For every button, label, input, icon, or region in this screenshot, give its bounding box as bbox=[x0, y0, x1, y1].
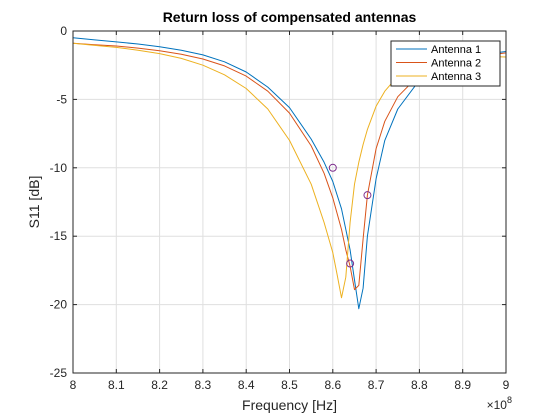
x-axis-label: Frequency [Hz] bbox=[242, 397, 337, 413]
x-tick-label: 8.4 bbox=[238, 378, 255, 392]
y-tick-label: 0 bbox=[60, 24, 67, 38]
y-tick-label: -10 bbox=[50, 161, 68, 175]
x-tick-label: 8.7 bbox=[368, 378, 385, 392]
series-line-antenna-2 bbox=[72, 42, 507, 291]
series-line-antenna-1 bbox=[72, 37, 507, 310]
y-tick-label: -5 bbox=[56, 92, 67, 106]
data-marker bbox=[346, 259, 355, 268]
data-marker bbox=[328, 163, 337, 172]
x-tick-label: 8.1 bbox=[108, 378, 125, 392]
chart-title: Return loss of compensated antennas bbox=[163, 9, 417, 25]
x-axis-exponent-power: 8 bbox=[507, 395, 512, 405]
x-tick-label: 9 bbox=[503, 378, 510, 392]
x-axis-exponent: ×108 bbox=[487, 395, 512, 412]
y-tick-label: -20 bbox=[50, 298, 68, 312]
x-tick-label: 8.6 bbox=[324, 378, 341, 392]
x-tick-label: 8.9 bbox=[454, 378, 471, 392]
y-axis-label: S11 [dB] bbox=[26, 176, 42, 229]
legend-label: Antenna 3 bbox=[431, 71, 481, 83]
series-line-antenna-3 bbox=[72, 42, 507, 299]
legend-label: Antenna 2 bbox=[431, 58, 481, 70]
ticks: 8 8.1 8.2 8.3 8.4 8.5 8.6 8.7 8.8 8.9 9 0 -5 -10 -15 -2… bbox=[50, 24, 510, 392]
x-tick-label: 8.3 bbox=[195, 378, 212, 392]
y-tick-label: -25 bbox=[50, 366, 68, 380]
x-tick-label: 8 bbox=[70, 378, 77, 392]
x-axis-exponent-base: ×10 bbox=[487, 398, 508, 412]
legend-label: Antenna 1 bbox=[431, 44, 481, 56]
y-tick-label: -15 bbox=[50, 229, 68, 243]
data-markers bbox=[328, 163, 372, 268]
series-lines bbox=[72, 37, 507, 310]
x-tick-label: 8.8 bbox=[411, 378, 428, 392]
x-tick-label: 8.2 bbox=[151, 378, 168, 392]
x-tick-label: 8.5 bbox=[281, 378, 298, 392]
data-marker bbox=[363, 191, 372, 200]
